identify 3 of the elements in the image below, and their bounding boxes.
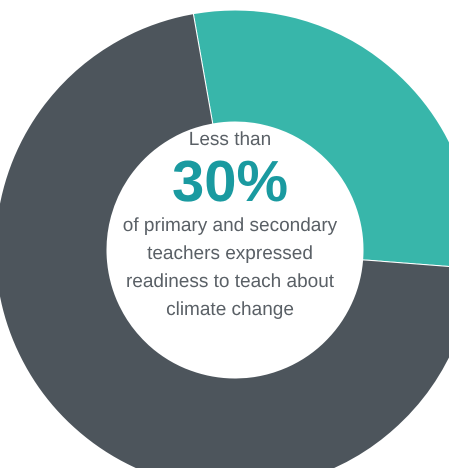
text: of primary and secondary teachers expressed readiness to teach about climate change <box>122 215 338 320</box>
text: Less than <box>188 128 272 152</box>
text: 30% <box>170 149 290 214</box>
